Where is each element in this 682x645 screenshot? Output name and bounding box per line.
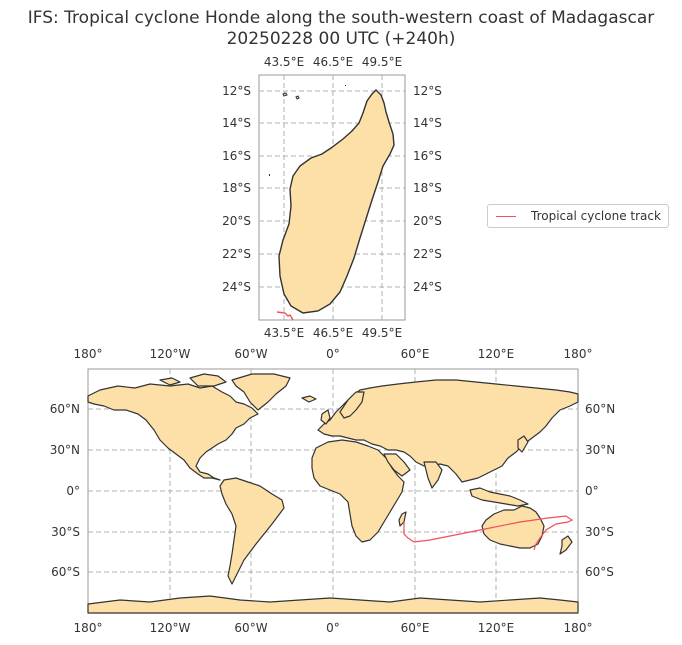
- island-mark: [295, 95, 300, 100]
- inset-left-lat-tick: 18°S: [222, 181, 251, 195]
- world-top-lon-tick: 0°: [326, 347, 340, 361]
- inset-right-lat-tick: 22°S: [413, 247, 442, 261]
- scandinavia-landmass: [339, 391, 365, 419]
- india-landmass: [423, 461, 443, 489]
- world-left-lat-tick: 0°: [66, 484, 80, 498]
- madagascar-small-landmass: [398, 511, 407, 527]
- arctic-islands-landmass: [189, 373, 227, 387]
- madagascar-landmass: [278, 89, 395, 314]
- legend: Tropical cyclone track: [487, 204, 669, 228]
- arabia-landmass: [383, 453, 411, 477]
- world-left-lat-tick: 60°N: [50, 402, 80, 416]
- inset-bottom-lon-tick: 49.5°E: [362, 326, 402, 340]
- world-bottom-lon-tick: 60°W: [234, 621, 267, 635]
- world-right-lat-tick: 0°: [585, 484, 599, 498]
- inset-top-lon-tick: 43.5°E: [264, 55, 304, 69]
- world-right-lat-tick: 60°S: [585, 565, 614, 579]
- south-america-landmass: [219, 477, 285, 585]
- inset-left-lat-tick: 20°S: [222, 214, 251, 228]
- world-top-lon-tick: 120°W: [150, 347, 191, 361]
- inset-right-lat-tick: 18°S: [413, 181, 442, 195]
- greenland-landmass: [231, 373, 291, 411]
- world-right-lat-tick: 30°N: [585, 443, 615, 457]
- inset-bottom-lon-tick: 46.5°E: [313, 326, 353, 340]
- inset-map: 43.5°E 46.5°E 49.5°E 43.5°E 46.5°E 49.5°…: [222, 55, 442, 340]
- world-right-lat-tick: 60°N: [585, 402, 615, 416]
- africa-landmass: [311, 439, 405, 543]
- world-bottom-lon-tick: 120°E: [478, 621, 515, 635]
- world-top-lon-tick: 180°: [74, 347, 103, 361]
- world-top-lon-tick: 180°: [564, 347, 593, 361]
- maritime-se-asia-landmass: [469, 487, 529, 507]
- world-cyclone-track: [403, 515, 574, 551]
- new-zealand-landmass: [559, 535, 573, 555]
- inset-cyclone-track: [276, 311, 294, 321]
- antarctica-landmass: [87, 595, 579, 614]
- inset-left-lat-tick: 22°S: [222, 247, 251, 261]
- inset-right-lat-tick: 16°S: [413, 149, 442, 163]
- british-isles-landmass: [320, 409, 331, 425]
- inset-right-lat-tick: 20°S: [413, 214, 442, 228]
- inset-right-lat-tick: 12°S: [413, 84, 442, 98]
- iceland-landmass: [301, 395, 317, 403]
- world-bottom-lon-tick: 0°: [326, 621, 340, 635]
- map-title-line1: IFS: Tropical cyclone Honde along the so…: [27, 8, 655, 28]
- inset-left-lat-tick: 12°S: [222, 84, 251, 98]
- island-mark: [282, 92, 288, 97]
- world-map: 180° 120°W 60°W 0° 60°E 120°E 180° 180° …: [50, 347, 616, 635]
- world-top-lon-tick: 60°E: [401, 347, 430, 361]
- world-bottom-lon-tick: 120°W: [150, 621, 191, 635]
- world-bottom-lon-tick: 60°E: [401, 621, 430, 635]
- world-top-lon-tick: 120°E: [478, 347, 515, 361]
- island-mark: [269, 174, 270, 176]
- world-left-lat-tick: 60°S: [51, 565, 80, 579]
- island-mark: [345, 85, 346, 86]
- legend-label: Tropical cyclone track: [531, 209, 661, 223]
- world-left-lat-tick: 30°N: [50, 443, 80, 457]
- inset-top-lon-tick: 46.5°E: [313, 55, 353, 69]
- world-right-lat-tick: 30°S: [585, 525, 614, 539]
- map-title-line2: 20250228 00 UTC (+240h): [226, 29, 456, 49]
- inset-top-lon-tick: 49.5°E: [362, 55, 402, 69]
- inset-right-lat-tick: 24°S: [413, 280, 442, 294]
- inset-bottom-lon-tick: 43.5°E: [264, 326, 304, 340]
- inset-left-lat-tick: 14°S: [222, 116, 251, 130]
- world-left-lat-tick: 30°S: [51, 525, 80, 539]
- japan-landmass: [517, 435, 529, 453]
- world-bottom-lon-tick: 180°: [74, 621, 103, 635]
- north-america-landmass: [87, 383, 259, 481]
- world-bottom-lon-tick: 180°: [564, 621, 593, 635]
- track-legend-swatch: [496, 216, 516, 217]
- inset-left-lat-tick: 24°S: [222, 280, 251, 294]
- inset-right-lat-tick: 14°S: [413, 116, 442, 130]
- arctic-islands-landmass: [159, 377, 181, 386]
- world-top-lon-tick: 60°W: [234, 347, 267, 361]
- inset-left-lat-tick: 16°S: [222, 149, 251, 163]
